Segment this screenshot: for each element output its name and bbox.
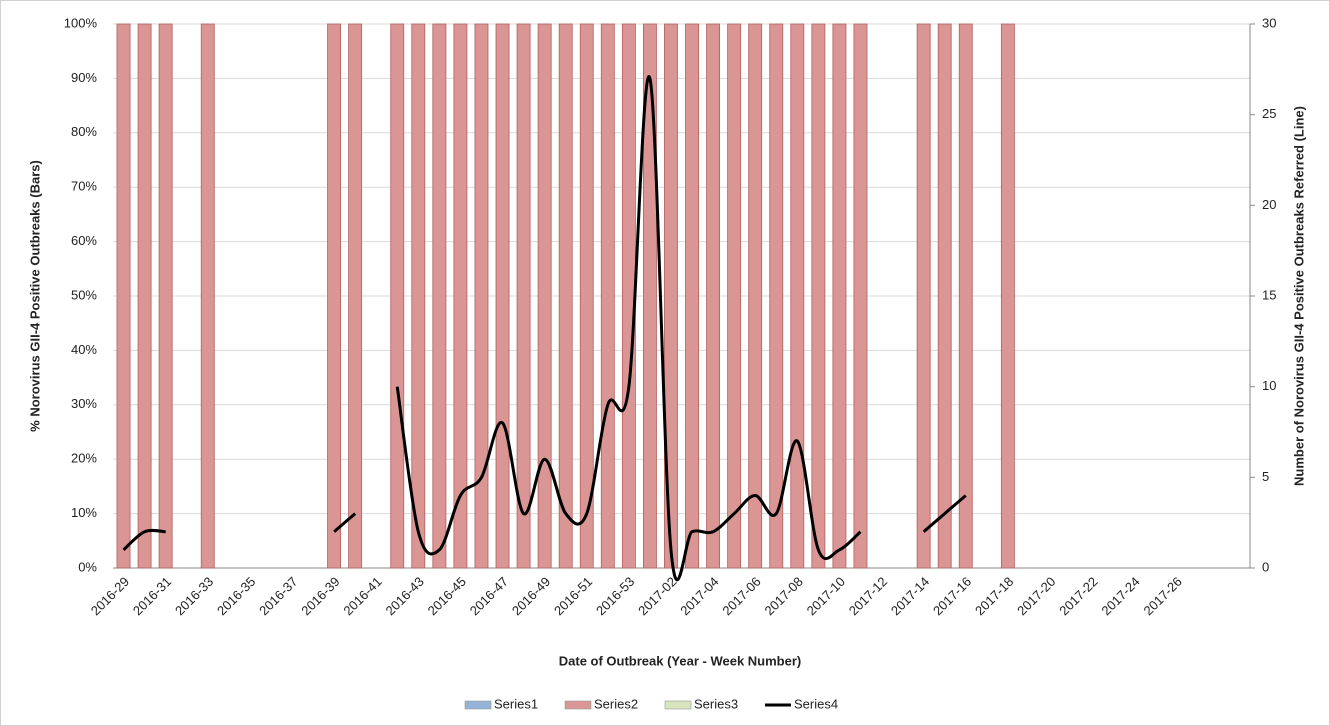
line [395, 75, 862, 582]
y-tick-label: 70% [71, 179, 97, 194]
bar [916, 23, 931, 569]
y2-tick-label: 25 [1262, 106, 1276, 121]
y2-axis-title: Number of Norovirus GII-4 Positive Outbr… [1291, 106, 1306, 486]
bar [706, 23, 721, 569]
bar [1000, 23, 1015, 569]
line [122, 528, 166, 552]
legend-label: Series1 [494, 696, 538, 711]
line [333, 512, 357, 533]
bar [474, 23, 489, 569]
y2-tick-label: 15 [1262, 287, 1276, 302]
bar [727, 23, 742, 569]
line [922, 494, 967, 533]
bar [453, 23, 468, 569]
bar [348, 23, 363, 569]
legend-label: Series3 [694, 696, 738, 711]
y-tick-label: 20% [71, 451, 97, 466]
bar [853, 23, 868, 569]
bar [769, 23, 784, 569]
bar [137, 23, 152, 569]
y2-tick-label: 10 [1262, 378, 1276, 393]
bar [748, 23, 763, 569]
y-tick-label: 60% [71, 233, 97, 248]
legend-label: Series2 [594, 696, 638, 711]
y-tick-label: 50% [71, 287, 97, 302]
y-tick-label: 40% [71, 342, 97, 357]
y2-tick-label: 30 [1262, 15, 1276, 30]
bar [158, 23, 173, 569]
y-tick-label: 30% [71, 396, 97, 411]
bar [537, 23, 552, 569]
bar [937, 23, 952, 569]
y-tick-label: 0% [78, 559, 97, 574]
bar [811, 23, 826, 569]
bar [958, 23, 973, 569]
bar [116, 23, 131, 569]
bar [685, 23, 699, 569]
legend-swatch [664, 700, 692, 710]
bar [495, 23, 510, 569]
legend-label: Series4 [794, 696, 838, 711]
bar [579, 23, 594, 569]
y-tick-label: 90% [71, 70, 97, 85]
bar [664, 23, 678, 569]
y2-tick-label: 20 [1262, 197, 1276, 212]
bar [642, 23, 657, 569]
y-tick-label: 10% [71, 505, 97, 520]
bar [558, 23, 573, 569]
bar [516, 23, 531, 569]
y-tick-label: 80% [71, 124, 97, 139]
bar [327, 23, 342, 569]
bar [790, 23, 805, 569]
y2-tick-label: 0 [1262, 559, 1269, 574]
legend-swatch [464, 700, 492, 710]
legend-swatch [564, 700, 592, 710]
y-axis-title: % Norovirus GII-4 Positive Outbreaks (Ba… [27, 160, 42, 432]
bar [600, 23, 615, 569]
bar [411, 23, 426, 569]
x-axis-title: Date of Outbreak (Year - Week Number) [559, 653, 802, 668]
bar [390, 23, 405, 569]
y2-tick-label: 5 [1262, 469, 1269, 484]
y-tick-label: 100% [64, 15, 98, 30]
bar [432, 23, 447, 569]
bar [200, 23, 215, 569]
bar [832, 23, 847, 569]
